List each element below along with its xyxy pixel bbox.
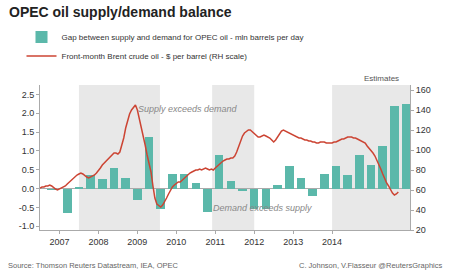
- svg-text:160: 160: [416, 85, 431, 95]
- svg-text:1.0: 1.0: [22, 146, 35, 156]
- svg-text:20: 20: [416, 225, 426, 235]
- svg-text:40: 40: [416, 205, 426, 215]
- svg-text:100: 100: [416, 145, 431, 155]
- svg-text:Estimates: Estimates: [364, 74, 399, 83]
- svg-text:0.5: 0.5: [22, 165, 35, 175]
- svg-text:Demand exceeds supply: Demand exceeds supply: [213, 203, 312, 213]
- svg-text:80: 80: [416, 165, 426, 175]
- svg-text:2013: 2013: [283, 237, 303, 247]
- svg-text:-0.5: -0.5: [19, 203, 35, 213]
- svg-text:2.0: 2.0: [22, 108, 35, 118]
- svg-text:0.0: 0.0: [22, 184, 35, 194]
- svg-text:Supply exceeds demand: Supply exceeds demand: [138, 104, 238, 114]
- svg-text:Front-month Brent crude oil -: Front-month Brent crude oil - $ per barr…: [62, 52, 248, 61]
- svg-text:60: 60: [416, 185, 426, 195]
- svg-text:2011: 2011: [206, 237, 225, 247]
- svg-text:140: 140: [416, 105, 431, 115]
- svg-text:1.5: 1.5: [22, 127, 35, 137]
- svg-text:C. Johnson, V.Flasseur @Reuter: C. Johnson, V.Flasseur @ReutersGraphics: [299, 261, 442, 270]
- svg-text:2012: 2012: [244, 237, 264, 247]
- svg-text:-1.0: -1.0: [19, 221, 35, 231]
- svg-text:2010: 2010: [166, 237, 186, 247]
- svg-text:120: 120: [416, 125, 431, 135]
- svg-text:2014: 2014: [322, 237, 342, 247]
- svg-text:OPEC oil supply/demand balance: OPEC oil supply/demand balance: [9, 4, 232, 20]
- svg-text:2.5: 2.5: [22, 90, 35, 100]
- svg-text:2008: 2008: [88, 237, 108, 247]
- svg-text:Source: Thomson Reuters Datast: Source: Thomson Reuters Datastream, IEA,…: [8, 261, 179, 270]
- svg-text:Gap between supply and demand: Gap between supply and demand for OPEC o…: [62, 33, 304, 42]
- svg-text:2007: 2007: [49, 237, 69, 247]
- svg-text:2009: 2009: [127, 237, 147, 247]
